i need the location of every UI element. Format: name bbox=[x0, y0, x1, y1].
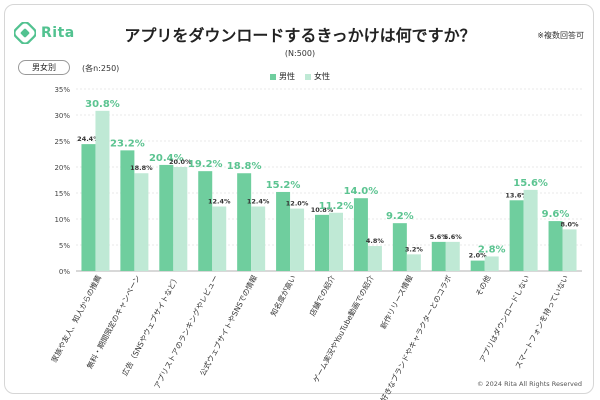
data-label: 13.6% bbox=[505, 191, 528, 199]
bar-female bbox=[251, 206, 266, 271]
sample-size: (N:500) bbox=[284, 49, 316, 58]
data-label: 15.2% bbox=[266, 180, 301, 191]
legend-swatch-female bbox=[305, 73, 311, 80]
chart-title: アプリをダウンロードするきっかけは何ですか？ bbox=[124, 26, 476, 45]
bar-female bbox=[484, 256, 499, 271]
category-label: 店舗での紹介 bbox=[307, 273, 337, 318]
bar-female bbox=[134, 173, 149, 271]
bar-male bbox=[548, 221, 563, 271]
data-label: 5.6% bbox=[430, 233, 449, 241]
bar-male bbox=[159, 164, 174, 271]
brand-logo: Rita bbox=[14, 22, 75, 44]
card-frame bbox=[4, 4, 594, 394]
bar-male bbox=[276, 191, 291, 271]
data-label: 2.8% bbox=[478, 244, 506, 255]
bar-male bbox=[81, 144, 96, 271]
data-label: 12.4% bbox=[208, 198, 231, 206]
bar-male bbox=[353, 198, 368, 271]
bar-male bbox=[509, 200, 524, 271]
data-label: 12.4% bbox=[247, 198, 270, 206]
category-label: 知名度が高い bbox=[268, 273, 298, 317]
data-label: 5.6% bbox=[444, 233, 463, 241]
bar-male bbox=[470, 260, 485, 271]
bar-female bbox=[406, 254, 421, 271]
y-tick-label: 30% bbox=[54, 112, 70, 120]
data-label: 18.8% bbox=[130, 164, 153, 172]
bar-male bbox=[392, 223, 407, 271]
segment-tag: 男女別 bbox=[18, 60, 70, 75]
data-label: 18.8% bbox=[227, 161, 262, 172]
y-tick-label: 10% bbox=[54, 216, 70, 224]
legend: 男性 女性 bbox=[0, 71, 600, 82]
bar-female bbox=[173, 167, 188, 271]
copyright: © 2024 Rita All Rights Reserved bbox=[476, 380, 582, 388]
legend-swatch-male bbox=[270, 73, 276, 80]
data-label: 4.8% bbox=[366, 237, 385, 245]
bar-female bbox=[290, 208, 305, 271]
data-label: 9.6% bbox=[542, 209, 570, 220]
data-label: 30.8% bbox=[85, 99, 120, 110]
data-label: 24.4% bbox=[77, 135, 100, 143]
base-size-note: (各n:250) bbox=[82, 64, 120, 73]
legend-item-male: 男性 bbox=[270, 71, 295, 82]
data-label: 12.0% bbox=[286, 200, 309, 208]
data-label: 19.2% bbox=[188, 159, 223, 170]
y-tick-label: 20% bbox=[54, 164, 70, 172]
data-label: 2.0% bbox=[469, 252, 488, 260]
y-tick-label: 25% bbox=[54, 138, 70, 146]
bar-female bbox=[212, 206, 227, 271]
legend-label-female: 女性 bbox=[314, 72, 330, 81]
y-tick-label: 15% bbox=[54, 190, 70, 198]
legend-item-female: 女性 bbox=[305, 71, 330, 82]
data-label: 23.2% bbox=[110, 138, 145, 149]
bar-female bbox=[95, 110, 110, 271]
data-label: 8.0% bbox=[561, 220, 580, 228]
data-label: 10.8% bbox=[311, 206, 334, 214]
data-label: 20.0% bbox=[169, 158, 192, 166]
data-label: 20.4% bbox=[149, 153, 184, 164]
bar-male bbox=[120, 150, 135, 271]
rita-logo-icon bbox=[14, 22, 36, 44]
y-tick-label: 0% bbox=[59, 268, 70, 276]
bar-female bbox=[523, 189, 538, 271]
category-label: 好きなブランドやキャラクターとのコラボ bbox=[378, 273, 454, 400]
data-label: 3.2% bbox=[405, 245, 424, 253]
bar-male bbox=[198, 171, 213, 271]
bar-female bbox=[562, 229, 577, 271]
y-tick-label: 35% bbox=[54, 86, 70, 94]
legend-label-male: 男性 bbox=[279, 72, 295, 81]
data-label: 15.6% bbox=[513, 178, 548, 189]
category-label: 新作リリース情報 bbox=[378, 273, 415, 331]
data-label: 14.0% bbox=[344, 186, 379, 197]
data-label: 11.2% bbox=[319, 201, 354, 212]
brand-name: Rita bbox=[41, 25, 75, 41]
bar-male bbox=[315, 214, 329, 271]
category-label: アプリストアのランキングやレビュー bbox=[151, 273, 220, 390]
bar-female bbox=[445, 241, 460, 271]
bar-male bbox=[431, 241, 446, 271]
bar-female bbox=[367, 246, 382, 271]
bar-male bbox=[237, 173, 252, 271]
bar-female bbox=[329, 212, 343, 271]
y-tick-label: 5% bbox=[59, 242, 70, 250]
multiple-answer-note: ※複数回答可 bbox=[537, 31, 584, 40]
data-label: 9.2% bbox=[386, 211, 414, 222]
category-label: その他 bbox=[473, 273, 493, 298]
